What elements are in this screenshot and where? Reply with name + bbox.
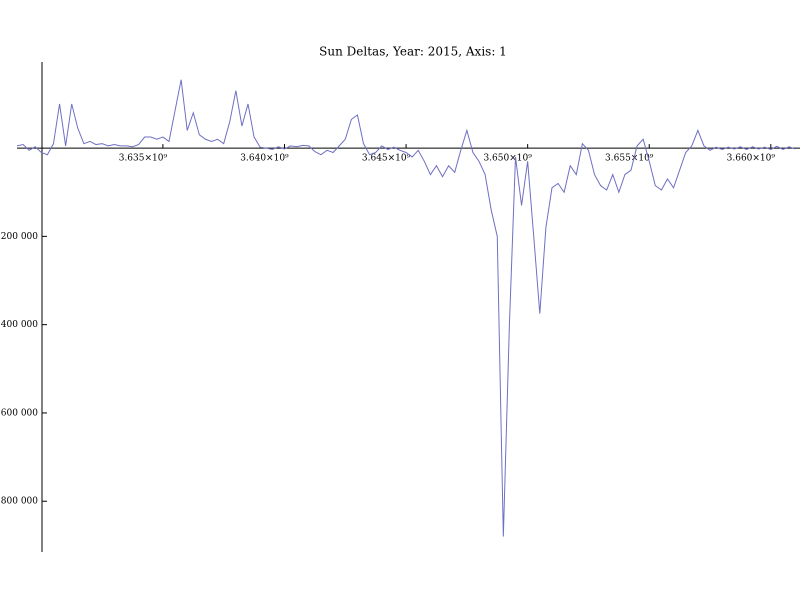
- x-tick-label: 3.645×10⁹: [362, 154, 411, 164]
- x-tick-label: 3.640×10⁹: [240, 154, 289, 164]
- chart-title: Sun Deltas, Year: 2015, Axis: 1: [319, 45, 507, 59]
- y-tick-label: −400 000: [0, 320, 38, 330]
- x-tick-label: 3.660×10⁹: [727, 154, 776, 164]
- y-tick-label: −600 000: [0, 408, 38, 418]
- y-tick-label: −800 000: [0, 497, 38, 507]
- x-tick-label: 3.655×10⁹: [605, 154, 654, 164]
- data-line: [16, 79, 796, 537]
- x-tick-label: 3.635×10⁹: [119, 154, 168, 164]
- x-tick-label: 3.650×10⁹: [483, 154, 532, 164]
- y-tick-label: −200 000: [0, 232, 38, 242]
